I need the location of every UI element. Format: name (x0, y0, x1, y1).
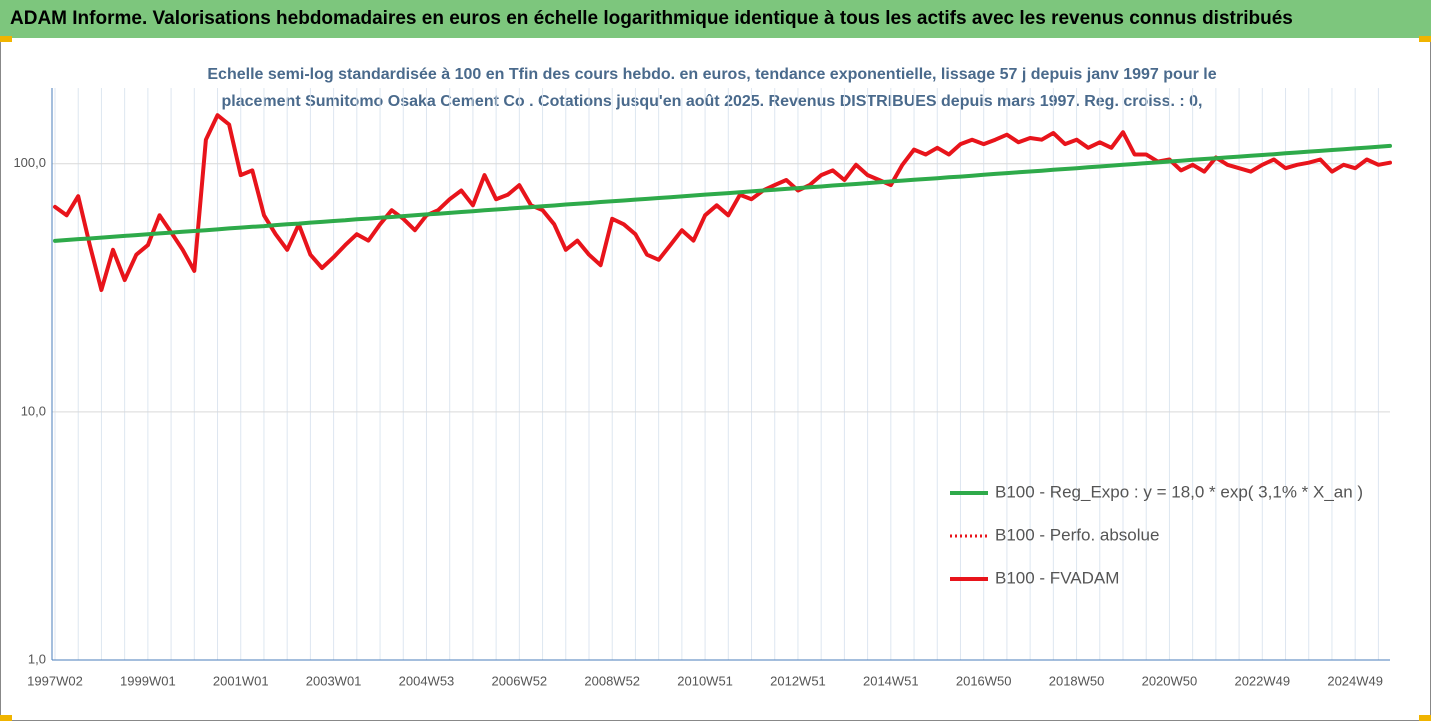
chart-subtitle: placement Sumitomo Osaka Cement Co . Cot… (222, 93, 1203, 110)
legend-label: B100 - Perfo. absolue (995, 525, 1159, 544)
chart-title: ADAM Informe. Valorisations hebdomadaire… (10, 8, 1293, 29)
x-tick-label: 2012W51 (770, 673, 826, 688)
x-tick-label: 2003W01 (306, 673, 362, 688)
x-tick-label: 2014W51 (863, 673, 919, 688)
x-tick-label: 2006W52 (492, 673, 548, 688)
corner (1419, 36, 1431, 42)
x-tick-label: 1999W01 (120, 673, 176, 688)
series-line (53, 143, 1392, 243)
x-tick-label: 2001W01 (213, 673, 269, 688)
legend-label: B100 - FVADAM (995, 568, 1119, 587)
corner (0, 36, 12, 42)
x-tick-label: 2008W52 (584, 673, 640, 688)
x-tick-label: 2004W53 (399, 673, 455, 688)
x-tick-label: 2024W49 (1327, 673, 1383, 688)
x-tick-label: 2010W51 (677, 673, 733, 688)
x-tick-label: 2016W50 (956, 673, 1012, 688)
legend-label: B100 - Reg_Expo : y = 18,0 * exp( 3,1% *… (995, 482, 1363, 501)
x-tick-label: 2018W50 (1049, 673, 1105, 688)
y-tick-label: 100,0 (13, 155, 46, 170)
corner (1419, 715, 1431, 721)
x-tick-label: 2020W50 (1142, 673, 1198, 688)
x-tick-label: 1997W02 (27, 673, 83, 688)
chart-subtitle: Echelle semi-log standardisée à 100 en T… (207, 66, 1216, 83)
y-tick-label: 10,0 (21, 403, 46, 418)
y-tick-label: 1,0 (28, 651, 46, 666)
header-band (0, 0, 1431, 38)
corner (0, 715, 12, 721)
x-tick-label: 2022W49 (1234, 673, 1290, 688)
